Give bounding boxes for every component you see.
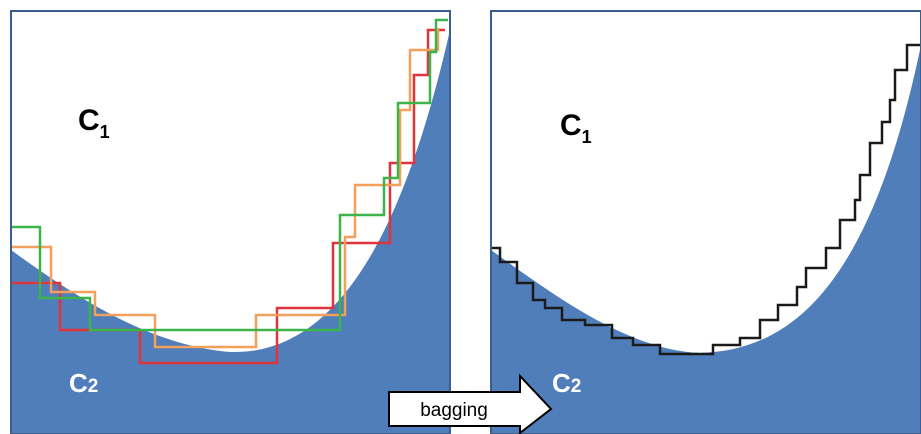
right-class2-region bbox=[491, 45, 921, 434]
left-boundary-green bbox=[11, 18, 448, 332]
arrow-shape bbox=[388, 373, 553, 434]
right-panel: C1 C2 bbox=[490, 10, 921, 434]
left-class1-label: C1 bbox=[78, 104, 110, 142]
left-panel-border bbox=[10, 10, 451, 434]
right-boundary-black bbox=[491, 43, 921, 356]
arrow-label: bagging bbox=[420, 400, 488, 421]
right-panel-border bbox=[490, 10, 921, 434]
right-class1-label: C1 bbox=[560, 109, 592, 147]
left-class2-label: C2 bbox=[69, 368, 98, 398]
left-boundary-orange bbox=[11, 28, 440, 349]
left-class2-region bbox=[11, 30, 450, 434]
left-panel: C1 C2 bbox=[10, 10, 451, 434]
right-class2-label: C2 bbox=[552, 368, 581, 398]
bagging-arrow: bagging bbox=[388, 373, 553, 434]
